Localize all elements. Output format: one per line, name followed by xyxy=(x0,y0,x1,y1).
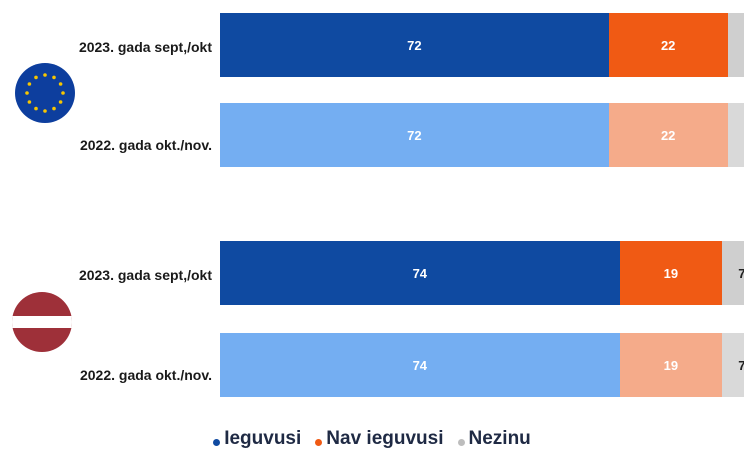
row-label: 2023. gada sept,/okt xyxy=(78,267,212,283)
bar-segment-ieguvusi: 74 xyxy=(220,241,620,305)
legend-item-nezinu: Nezinu xyxy=(457,428,531,450)
legend: Ieguvusi Nav ieguvusi Nezinu xyxy=(0,428,744,450)
eu-flag-icon xyxy=(14,62,76,124)
bar-segment-nezinu: 7 xyxy=(722,241,744,305)
legend-dot-ieguvusi xyxy=(213,438,221,446)
bar-segment-ieguvusi: 74 xyxy=(220,333,620,397)
row-label: 2023. gada sept,/okt xyxy=(78,39,212,55)
legend-item-nav-ieguvusi: Nav ieguvusi xyxy=(315,428,444,450)
data-label: 19 xyxy=(663,265,679,281)
data-label: 74 xyxy=(412,265,428,281)
data-label: 7 xyxy=(738,357,744,373)
legend-label: Nezinu xyxy=(468,428,531,449)
bar-segment-ieguvusi: 72 xyxy=(220,13,609,77)
data-label: 74 xyxy=(412,357,428,373)
bar-segment-nav-ieguvusi: 22 xyxy=(608,13,728,77)
legend-label: Nav ieguvusi xyxy=(326,428,444,449)
data-label: 22 xyxy=(660,127,676,143)
bar-segment-nav-ieguvusi: 19 xyxy=(619,241,723,305)
data-label: 72 xyxy=(407,127,422,143)
legend-item-ieguvusi: Ieguvusi xyxy=(213,428,301,450)
data-label: 72 xyxy=(407,37,422,53)
bar-segment-nezinu: 7 xyxy=(722,333,744,397)
data-label: 22 xyxy=(660,37,676,53)
data-label: 7 xyxy=(738,265,744,281)
bar-segment-nav-ieguvusi: 22 xyxy=(608,103,728,167)
bar-segment-ieguvusi: 72 xyxy=(220,103,609,167)
legend-dot-nav-ieguvusi xyxy=(315,438,323,446)
bar-segment-nezinu: 6 xyxy=(727,13,744,77)
bar-segment-nav-ieguvusi: 19 xyxy=(619,333,723,397)
row-label: 2022. gada okt./nov. xyxy=(79,367,212,383)
row-label: 2022. gada okt./nov. xyxy=(79,137,212,153)
legend-label: Ieguvusi xyxy=(224,428,302,449)
bar-segment-nezinu: 6 xyxy=(727,103,744,167)
legend-dot-nezinu xyxy=(457,438,465,446)
latvia-flag-icon xyxy=(11,291,73,353)
data-label: 19 xyxy=(663,357,679,373)
